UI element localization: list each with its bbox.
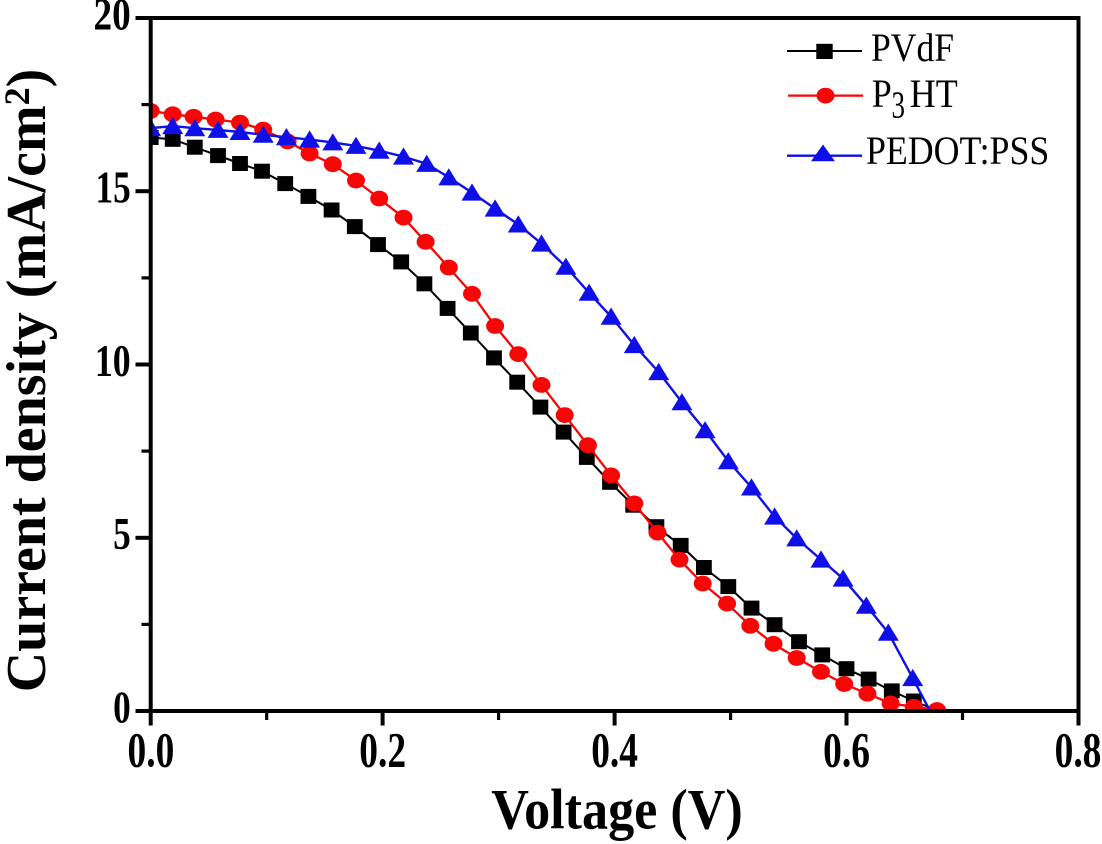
svg-text:0.2: 0.2	[359, 721, 406, 777]
svg-text:0.6: 0.6	[823, 721, 870, 777]
svg-text:Voltage (V): Voltage (V)	[491, 778, 743, 841]
svg-text:5: 5	[113, 508, 131, 559]
svg-text:0.0: 0.0	[128, 721, 175, 777]
svg-text:20: 20	[94, 0, 131, 39]
svg-text:0.4: 0.4	[591, 721, 638, 777]
svg-text:P: P	[872, 71, 892, 116]
svg-text:Current density (mA/cm2): Current density (mA/cm2)	[0, 69, 58, 693]
svg-text:3: 3	[892, 85, 906, 127]
svg-text:PEDOT:PSS: PEDOT:PSS	[866, 128, 1049, 173]
svg-text:PVdF: PVdF	[871, 25, 954, 70]
svg-text:0.8: 0.8	[1055, 721, 1102, 777]
svg-text:15: 15	[96, 162, 131, 213]
svg-text:0: 0	[113, 681, 131, 732]
svg-text:HT: HT	[910, 71, 958, 116]
svg-text:10: 10	[95, 335, 131, 386]
